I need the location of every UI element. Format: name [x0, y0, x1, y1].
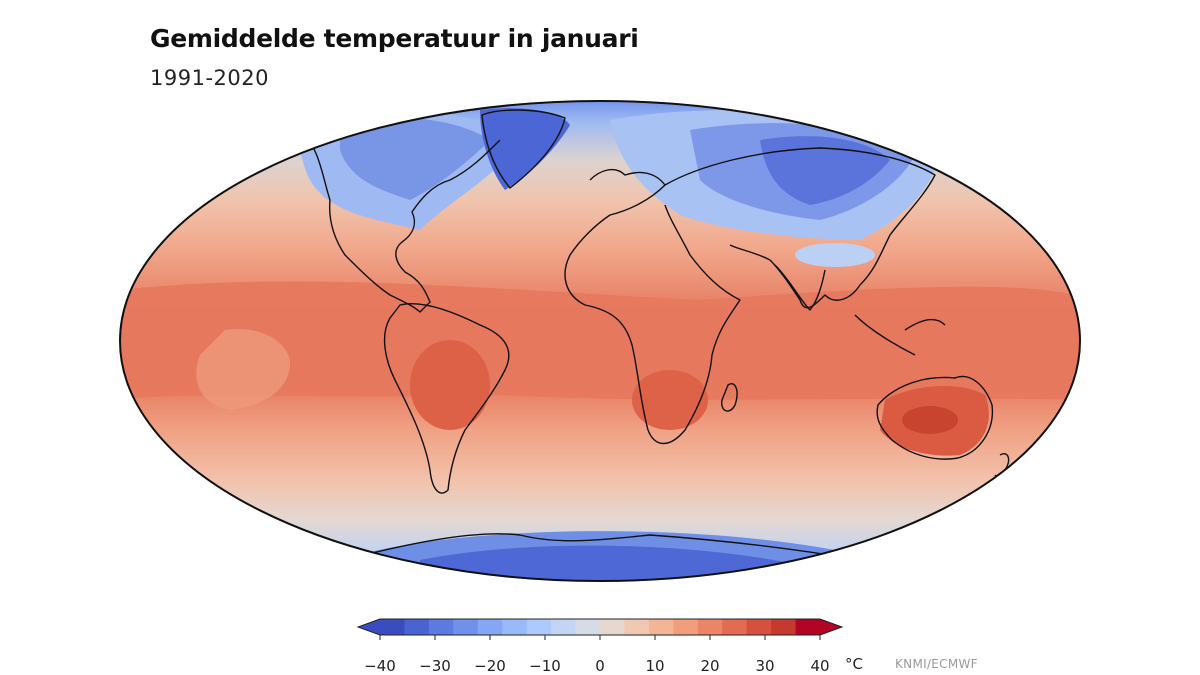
colorbar-extend-high — [820, 619, 842, 635]
chart-subtitle: 1991-2020 — [150, 66, 269, 90]
australia-coast — [876, 375, 994, 460]
colorbar-cell — [453, 619, 479, 635]
colorbar-cell — [575, 619, 601, 635]
greenland-coast — [481, 109, 566, 189]
colorbar-cell — [771, 619, 797, 635]
globe-outline — [119, 100, 1081, 582]
colorbar-cell — [600, 619, 625, 635]
colorbar-tick-label: −30 — [419, 657, 451, 675]
globe-fill — [120, 101, 1080, 581]
colorbar-cell — [526, 619, 552, 635]
colorbar-tick-label: 40 — [810, 657, 830, 675]
europe-africa-coast — [564, 168, 741, 445]
indonesia-coast — [854, 314, 946, 356]
south-america-coast — [383, 303, 510, 494]
colorbar-cell — [380, 619, 405, 635]
colorbar-cell — [502, 619, 528, 635]
colorbar-cell — [746, 619, 772, 635]
colorbar-tick-label: −10 — [529, 657, 561, 675]
colorbar-tick-label: 10 — [645, 657, 665, 675]
colorbar-unit: °C — [845, 655, 863, 673]
colorbar-tick-label: 0 — [595, 657, 605, 675]
colorbar-cell — [673, 619, 699, 635]
colorbar — [356, 618, 844, 640]
colorbar-cell — [428, 619, 454, 635]
colorbar-cell — [722, 619, 748, 635]
antarctica-coast — [344, 533, 861, 561]
colorbar-cell — [551, 619, 577, 635]
source-credit: KNMI/ECMWF — [895, 657, 978, 671]
colorbar-tick-label: 30 — [755, 657, 775, 675]
asia-coast — [664, 147, 936, 309]
india-coast — [774, 264, 826, 311]
colorbar-cell — [404, 619, 430, 635]
chart-title: Gemiddelde temperatuur in januari — [150, 24, 639, 53]
colorbar-tick-label: −40 — [364, 657, 396, 675]
colorbar-tick-label: 20 — [700, 657, 720, 675]
colorbar-cell — [648, 619, 674, 635]
colorbar-cell — [624, 619, 650, 635]
colorbar-extend-low — [358, 619, 380, 635]
coastlines — [299, 109, 1010, 561]
colorbar-cell — [477, 619, 503, 635]
colorbar-cell — [795, 619, 821, 635]
madagascar-coast — [721, 383, 738, 412]
north-america-coast — [299, 127, 501, 313]
colorbar-tick-label: −20 — [474, 657, 506, 675]
colorbar-cell — [697, 619, 723, 635]
